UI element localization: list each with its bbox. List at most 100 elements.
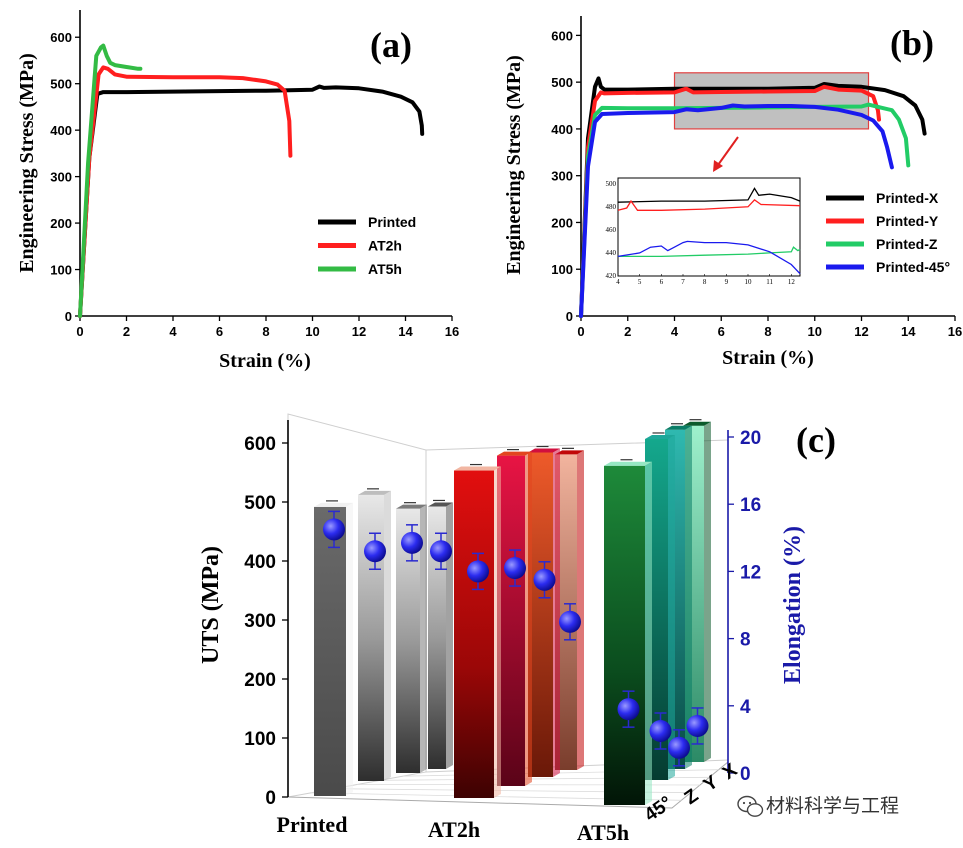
bar-top-AT5h-Z	[665, 425, 692, 430]
bar-AT5h-X	[604, 465, 645, 805]
panel-c-y-right-tick-label: 8	[740, 630, 751, 651]
b-series-line-0	[579, 76, 927, 318]
bar-AT2h-Z	[528, 452, 553, 777]
b-x-tick-label: 14	[901, 324, 916, 339]
bar-side-Printed-X	[346, 502, 353, 796]
a-y-tick-label: 200	[50, 216, 72, 231]
inset-frame	[617, 177, 801, 277]
inset-x-tick-label: 11	[766, 278, 773, 286]
b-x-tick-label: 8	[764, 324, 771, 339]
inset-y-tick-label: 500	[606, 180, 617, 188]
b-x-tick-label: 6	[718, 324, 725, 339]
panel-c-y-label-right: Elongation (%)	[780, 526, 806, 684]
bar-side-AT5h-Z	[685, 425, 692, 769]
bar-side-Printed-45°	[446, 502, 453, 769]
b-y-tick-label: 100	[551, 262, 573, 277]
panel-b-lines	[579, 76, 927, 318]
panel-c-y-right-tick-label: 16	[740, 495, 761, 516]
b-x-tick-label: 2	[624, 324, 631, 339]
bar-top-Printed-45°	[428, 502, 453, 507]
bar-top-Printed-X	[314, 502, 353, 507]
a-x-tick-label: 4	[169, 324, 177, 339]
bar-Printed-45°	[428, 506, 446, 769]
panel-a-ticks: 0 2 4 6 8 10 12 14 16 0 100 200 300 400 500 600	[50, 30, 459, 339]
panel-b-stress-strain: 0 2 4 6 8 10 12 14 16 0 100 200 300 400 500 600 (b) Str…	[503, 16, 962, 369]
b-legend-label: Printed-Z	[876, 236, 938, 252]
bar-top-AT5h-X	[604, 461, 652, 466]
bar-top-AT2h-X	[454, 466, 501, 471]
b-y-tick-label: 200	[551, 215, 573, 230]
a-series-line-2	[78, 43, 143, 318]
elongation-point-Printed-Z	[401, 531, 423, 554]
bar-top-AT2h-45°	[555, 450, 584, 455]
a-x-tick-label: 14	[398, 324, 413, 339]
panel-c-y-label: UTS (MPa)	[198, 546, 224, 664]
a-series-line-0	[78, 84, 425, 318]
elongation-point-AT2h-Z	[533, 568, 556, 591]
panel-b-legend: Printed-X Printed-Y Printed-Z Printed-45°	[826, 190, 950, 275]
inset-arrow-shaft	[717, 136, 739, 166]
b-y-tick-label: 600	[551, 28, 573, 43]
a-legend-label: Printed	[368, 214, 416, 230]
elongation-point-Printed-Y	[364, 540, 386, 563]
bar-top-AT5h-45°	[683, 421, 711, 426]
panel-c-depth-label: Z	[681, 785, 703, 809]
bar-top-Printed-Y	[358, 490, 391, 495]
b-x-tick-label: 0	[577, 324, 584, 339]
a-legend-label: AT2h	[368, 238, 402, 254]
a-x-tick-label: 16	[445, 324, 459, 339]
panel-c-category-at5h: AT5h	[577, 820, 629, 845]
panel-a-legend: Printed AT2h AT5h	[318, 214, 416, 277]
bar-side-AT5h-45°	[704, 421, 711, 762]
panel-c-label: (c)	[796, 420, 836, 460]
inset-x-tick-label: 4	[616, 278, 620, 286]
elongation-point-AT5h-45°	[686, 714, 709, 737]
panel-a-label: (a)	[370, 25, 412, 65]
a-x-tick-label: 10	[305, 324, 319, 339]
a-x-tick-label: 8	[262, 324, 269, 339]
panel-b-y-label: Engineering Stress (MPa)	[503, 55, 525, 275]
bar-side-AT2h-45°	[577, 450, 584, 770]
bar-side-AT2h-Y	[525, 451, 532, 786]
bar-top-Printed-Z	[396, 504, 427, 509]
b-y-tick-label: 400	[551, 122, 573, 137]
panel-c-category-at2h: AT2h	[428, 817, 480, 842]
panel-c-y-right-tick-label: 4	[740, 697, 751, 718]
b-series-line-3	[579, 103, 894, 318]
a-y-tick-label: 100	[50, 263, 72, 278]
panel-c-ticks: 0 100 200 300 400 500 600 0 4 8 12 16 20	[244, 428, 761, 809]
inset-y-tick-label: 420	[606, 272, 617, 280]
inset-arrow-head	[713, 160, 723, 172]
bar-top-AT2h-Y	[497, 451, 532, 456]
panel-c-y-tick-label: 0	[265, 788, 276, 809]
elongation-point-AT5h-Z	[668, 736, 690, 759]
watermark-text: 材料科学与工程	[766, 795, 899, 817]
elongation-point-Printed-45°	[430, 540, 452, 563]
panel-c-depth-label: X	[719, 759, 742, 784]
a-x-tick-label: 12	[352, 324, 366, 339]
a-y-tick-label: 400	[50, 123, 72, 138]
elongation-point-AT2h-X	[467, 560, 489, 583]
panel-a-y-label: Engineering Stress (MPa)	[16, 53, 38, 273]
b-y-tick-label: 300	[551, 169, 573, 184]
bar-Printed-X	[314, 506, 346, 796]
panel-a-lines	[78, 43, 425, 318]
bar-side-AT2h-X	[494, 466, 501, 798]
bar-side-AT2h-Z	[553, 448, 560, 777]
b-legend-label: Printed-Y	[876, 213, 939, 229]
bar-side-AT5h-X	[645, 461, 652, 805]
b-highlight-rect	[673, 72, 870, 130]
inset-series-line-0	[617, 187, 801, 203]
a-series-line-1	[78, 65, 293, 318]
panel-c-y-tick-label: 200	[244, 670, 276, 691]
a-y-tick-label: 600	[50, 30, 72, 45]
inset-x-tick-label: 12	[788, 278, 796, 286]
b-x-tick-label: 10	[808, 324, 822, 339]
inset-y-tick-label: 460	[606, 226, 617, 234]
panel-b-label: (b)	[890, 23, 934, 63]
panel-a-x-label: Strain (%)	[219, 350, 311, 372]
panel-c-y-tick-label: 500	[244, 493, 276, 514]
a-x-tick-label: 6	[216, 324, 223, 339]
inset-series-line-2	[618, 246, 801, 258]
panel-c-y-tick-label: 400	[244, 552, 276, 573]
